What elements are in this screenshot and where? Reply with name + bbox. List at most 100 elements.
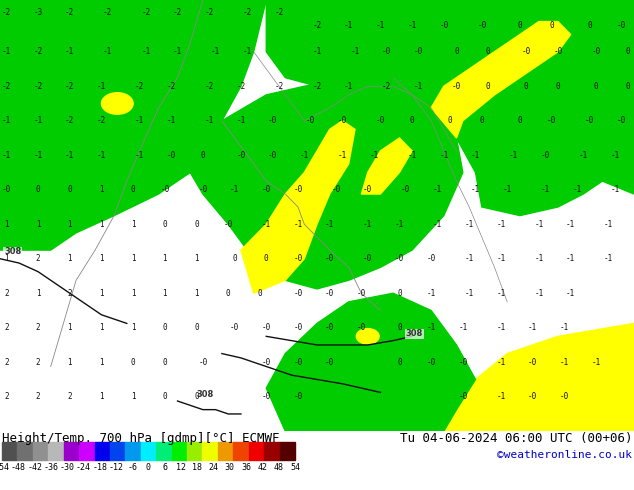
Text: -2: -2 bbox=[275, 82, 283, 91]
Text: 0: 0 bbox=[517, 116, 522, 125]
Text: -1: -1 bbox=[566, 220, 575, 229]
Bar bbox=[249, 442, 264, 460]
Text: -1: -1 bbox=[566, 289, 575, 298]
Text: -1: -1 bbox=[65, 47, 74, 56]
Text: -0: -0 bbox=[376, 116, 385, 125]
Bar bbox=[202, 442, 218, 460]
Text: -2: -2 bbox=[2, 8, 11, 18]
Text: 0: 0 bbox=[257, 289, 262, 298]
Text: 2: 2 bbox=[67, 289, 72, 298]
Text: -1: -1 bbox=[496, 323, 505, 332]
Text: -1: -1 bbox=[408, 22, 417, 30]
Text: -1: -1 bbox=[135, 116, 144, 125]
Text: -1: -1 bbox=[243, 47, 252, 56]
Text: 12: 12 bbox=[176, 463, 186, 472]
Text: 0: 0 bbox=[549, 22, 554, 30]
Polygon shape bbox=[266, 293, 476, 431]
Text: -0: -0 bbox=[332, 185, 340, 194]
Text: 2: 2 bbox=[4, 358, 9, 367]
Text: -0: -0 bbox=[427, 358, 436, 367]
Text: 1: 1 bbox=[67, 323, 72, 332]
Text: -0: -0 bbox=[439, 22, 448, 30]
Text: 308: 308 bbox=[197, 390, 214, 399]
Text: 308: 308 bbox=[406, 329, 423, 338]
Text: -0: -0 bbox=[262, 358, 271, 367]
Text: -1: -1 bbox=[496, 220, 505, 229]
Circle shape bbox=[356, 329, 379, 344]
Text: 1: 1 bbox=[67, 254, 72, 263]
Text: -0: -0 bbox=[294, 358, 302, 367]
Text: 0: 0 bbox=[131, 358, 136, 367]
Text: -1: -1 bbox=[458, 323, 467, 332]
Text: -1: -1 bbox=[408, 151, 417, 160]
Bar bbox=[172, 442, 187, 460]
Text: -1: -1 bbox=[573, 185, 581, 194]
Text: Tu 04-06-2024 06:00 UTC (00+06): Tu 04-06-2024 06:00 UTC (00+06) bbox=[399, 432, 632, 445]
Polygon shape bbox=[431, 22, 571, 138]
Text: -1: -1 bbox=[509, 151, 518, 160]
Text: 36: 36 bbox=[241, 463, 251, 472]
Text: -2: -2 bbox=[205, 8, 214, 18]
Text: -0: -0 bbox=[617, 116, 626, 125]
Text: -1: -1 bbox=[496, 392, 505, 401]
Bar bbox=[110, 442, 126, 460]
Text: 1: 1 bbox=[162, 289, 167, 298]
Bar bbox=[2, 442, 17, 460]
Text: 1: 1 bbox=[131, 254, 136, 263]
Text: -1: -1 bbox=[604, 254, 613, 263]
Text: 1: 1 bbox=[131, 323, 136, 332]
Text: -1: -1 bbox=[534, 220, 543, 229]
Text: -0: -0 bbox=[617, 22, 626, 30]
Text: -1: -1 bbox=[433, 220, 442, 229]
Text: -1: -1 bbox=[579, 151, 588, 160]
Bar bbox=[94, 442, 110, 460]
Bar bbox=[79, 442, 94, 460]
Text: 6: 6 bbox=[162, 463, 167, 472]
Text: -1: -1 bbox=[351, 47, 359, 56]
Text: 1: 1 bbox=[99, 358, 104, 367]
Text: -1: -1 bbox=[376, 22, 385, 30]
Text: -42: -42 bbox=[27, 463, 42, 472]
Circle shape bbox=[101, 93, 133, 114]
Text: -0: -0 bbox=[477, 22, 486, 30]
Text: -0: -0 bbox=[363, 185, 372, 194]
Text: 1: 1 bbox=[99, 323, 104, 332]
Text: -24: -24 bbox=[76, 463, 91, 472]
Text: -1: -1 bbox=[592, 358, 600, 367]
Text: -2: -2 bbox=[167, 82, 176, 91]
Text: 24: 24 bbox=[209, 463, 219, 472]
Text: 0: 0 bbox=[454, 47, 459, 56]
Text: -1: -1 bbox=[496, 254, 505, 263]
Polygon shape bbox=[190, 77, 463, 289]
Text: -1: -1 bbox=[141, 47, 150, 56]
Text: -0: -0 bbox=[338, 116, 347, 125]
Text: -2: -2 bbox=[313, 22, 321, 30]
Bar bbox=[141, 442, 156, 460]
Bar bbox=[187, 442, 202, 460]
Text: 1: 1 bbox=[99, 185, 104, 194]
Text: 0: 0 bbox=[67, 185, 72, 194]
Text: 0: 0 bbox=[226, 289, 231, 298]
Text: -1: -1 bbox=[496, 358, 505, 367]
Text: -0: -0 bbox=[224, 220, 233, 229]
Text: 0: 0 bbox=[397, 289, 402, 298]
Text: -2: -2 bbox=[141, 8, 150, 18]
Text: -2: -2 bbox=[243, 8, 252, 18]
Text: 2: 2 bbox=[36, 358, 41, 367]
Text: 30: 30 bbox=[225, 463, 235, 472]
Text: -1: -1 bbox=[262, 220, 271, 229]
Text: 0: 0 bbox=[162, 220, 167, 229]
Text: -0: -0 bbox=[230, 323, 239, 332]
Text: 0: 0 bbox=[162, 392, 167, 401]
Text: 1: 1 bbox=[99, 220, 104, 229]
Text: 0: 0 bbox=[162, 323, 167, 332]
Text: -1: -1 bbox=[465, 289, 474, 298]
Text: -2: -2 bbox=[135, 82, 144, 91]
Text: -0: -0 bbox=[528, 392, 537, 401]
Text: 18: 18 bbox=[192, 463, 202, 472]
Text: -1: -1 bbox=[313, 47, 321, 56]
Text: -1: -1 bbox=[566, 254, 575, 263]
Text: 0: 0 bbox=[194, 323, 199, 332]
Text: -1: -1 bbox=[534, 254, 543, 263]
Text: -2: -2 bbox=[236, 82, 245, 91]
